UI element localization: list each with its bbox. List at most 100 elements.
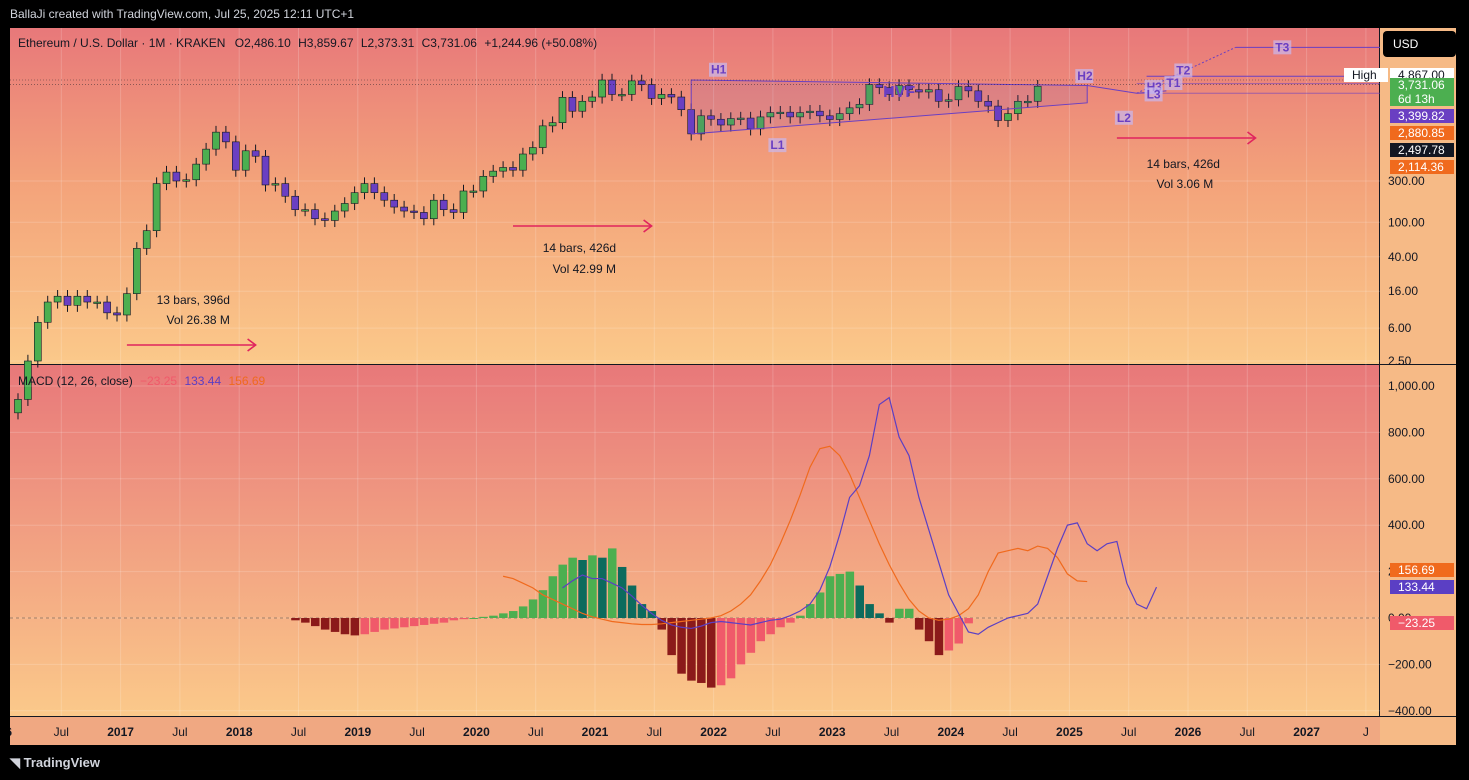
- candle-body: [360, 183, 369, 193]
- time-tick-label: 2019: [344, 725, 371, 739]
- candle-body: [905, 85, 913, 91]
- macd-histogram-bar: [914, 618, 924, 630]
- candle-body: [598, 79, 606, 98]
- macd-legend-name[interactable]: MACD (12, 26, close): [18, 374, 133, 388]
- time-tick-label: 016: [10, 725, 12, 739]
- measure-label-1: 13 bars, 396d: [157, 293, 230, 307]
- price-tag-label: High: [1344, 68, 1388, 82]
- macd-histogram-bar: [469, 618, 478, 619]
- symbol-name[interactable]: Ethereum / U.S. Dollar · 1M · KRAKEN: [18, 36, 226, 50]
- candle-body: [895, 85, 903, 95]
- candle-body: [291, 195, 300, 210]
- measure-arrow-1-head: [247, 338, 257, 352]
- candle-body: [133, 248, 141, 294]
- chart-frame[interactable]: 13 bars, 396d Vol 26.38 M 14 bars, 426d Vol…: [10, 28, 1456, 745]
- candle-body: [429, 199, 438, 220]
- candle-body: [618, 94, 626, 97]
- macd-histogram-bar: [568, 557, 577, 618]
- candle-body: [776, 111, 785, 114]
- macd-histogram-bar: [835, 573, 845, 618]
- macd-histogram-bar: [558, 564, 567, 618]
- macd-legend-hist: −23.25: [140, 374, 178, 388]
- time-tick-label: Jul: [1002, 725, 1017, 739]
- pattern-point-L1: L1: [768, 138, 787, 153]
- macd-legend-signal: 156.69: [228, 374, 266, 388]
- macd-tick-label: 600.00: [1388, 472, 1425, 486]
- ohlc-change: +1,244.96 (+50.08%): [484, 36, 598, 50]
- time-tick-label: Jul: [1240, 725, 1255, 739]
- macd-histogram-bar: [518, 606, 528, 618]
- candle-body: [568, 97, 577, 112]
- tradingview-logo[interactable]: ◥ TradingView: [10, 746, 100, 780]
- candle-body: [123, 293, 131, 316]
- time-tick-label: 2020: [463, 725, 490, 739]
- candle-body: [954, 86, 963, 101]
- candle-body: [459, 190, 468, 213]
- macd-histogram-bar: [697, 618, 706, 683]
- macd-tick-label: −400.00: [1388, 704, 1432, 718]
- tradingview-logo-icon: ◥: [10, 755, 20, 770]
- candle-body: [420, 212, 428, 220]
- footer-bar: ◥ TradingView: [0, 746, 1469, 780]
- macd-histogram-bar: [548, 576, 558, 618]
- candle-body: [162, 171, 171, 184]
- macd-histogram-bar: [637, 604, 647, 618]
- candle-body: [172, 171, 181, 182]
- candle-body: [330, 210, 339, 221]
- measure-arrow-2-head: [643, 219, 653, 233]
- macd-histogram-bar: [934, 618, 944, 656]
- macd-histogram-bar: [924, 618, 934, 642]
- time-tick-label: Jul: [1121, 725, 1136, 739]
- measure-arrow-3-head: [1247, 131, 1257, 145]
- candle-body: [528, 147, 537, 155]
- candle-body: [766, 112, 775, 118]
- macd-histogram-bar: [707, 618, 716, 688]
- macd-histogram-bar: [964, 618, 973, 624]
- candle-body: [479, 175, 488, 192]
- candle-body: [439, 199, 448, 210]
- candle-body: [321, 218, 329, 221]
- time-tick-label: J: [1363, 725, 1369, 739]
- macd-histogram-bar: [291, 618, 300, 621]
- macd-histogram-bar: [736, 618, 746, 665]
- candle-body: [736, 117, 745, 120]
- pattern-point-bg: [1174, 63, 1193, 78]
- pattern-point-label: H1: [711, 63, 727, 77]
- measure-vol-2: Vol 42.99 M: [553, 262, 616, 276]
- macd-histogram-bar: [954, 618, 963, 644]
- macd-histogram-bar: [578, 560, 587, 618]
- pattern-point-bg: [1144, 87, 1163, 102]
- macd-histogram-bar: [479, 616, 488, 618]
- macd-histogram-bar: [350, 618, 360, 636]
- macd-signal-line: [502, 445, 1088, 626]
- candle-body: [73, 295, 82, 306]
- time-tick-label: 2017: [107, 725, 134, 739]
- candle-body: [875, 84, 884, 88]
- candle-body: [984, 100, 993, 107]
- macd-histogram-bar: [320, 618, 330, 630]
- chart-canvas[interactable]: 13 bars, 396d Vol 26.38 M 14 bars, 426d Vol…: [10, 28, 1456, 745]
- candle-body: [915, 89, 923, 93]
- hvf-triangle: [690, 79, 1088, 135]
- time-tick-label: Jul: [409, 725, 424, 739]
- macd-histogram-bar: [439, 618, 449, 623]
- hvf-apex-line: [1087, 85, 1137, 94]
- currency-button[interactable]: USD: [1383, 31, 1456, 57]
- candle-body: [232, 141, 240, 171]
- candle-body: [994, 105, 1002, 121]
- time-tick-label: 2024: [937, 725, 964, 739]
- time-tick-label: 2023: [819, 725, 846, 739]
- candle-body: [637, 80, 646, 85]
- pattern-point-label: T3: [1275, 40, 1289, 54]
- candle-body: [707, 115, 715, 120]
- candle-body: [93, 301, 101, 304]
- pattern-point-label: H2: [1077, 69, 1093, 83]
- candle-body: [974, 90, 983, 102]
- price-tag: 6d 13h: [1390, 92, 1454, 106]
- macd-legend[interactable]: MACD (12, 26, close) −23.25 133.44 156.6…: [18, 374, 265, 388]
- attribution-bar: BallaJi created with TradingView.com, Ju…: [0, 0, 1469, 28]
- price-tick-label: 300.00: [1388, 174, 1425, 188]
- candle-body: [806, 110, 814, 114]
- macd-histogram-bar: [647, 611, 657, 618]
- symbol-legend[interactable]: Ethereum / U.S. Dollar · 1M · KRAKEN O2,…: [18, 36, 597, 50]
